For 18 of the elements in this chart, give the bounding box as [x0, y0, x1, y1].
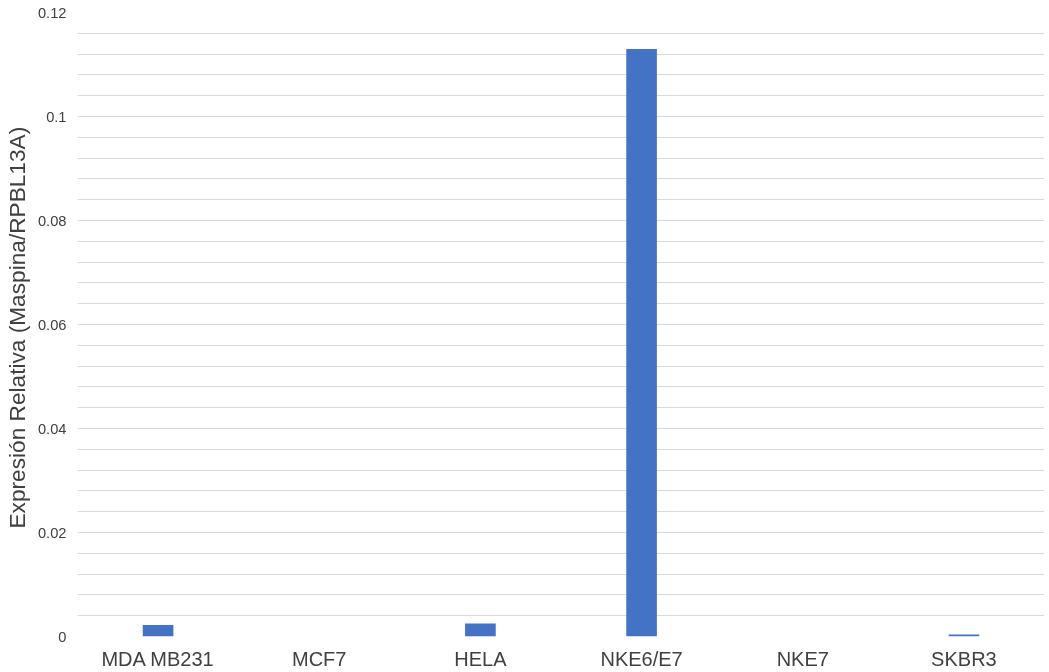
y-tick-label: 0.04 — [37, 420, 67, 437]
y-tick-label: 0.06 — [37, 316, 67, 333]
x-tick-label: NKE7 — [776, 647, 829, 670]
x-tick-label: SKBR3 — [931, 647, 997, 670]
bar — [465, 623, 496, 637]
x-tick-label: MDA MB231 — [101, 647, 214, 670]
bar — [626, 48, 657, 637]
bar — [142, 625, 174, 637]
y-tick-label: 0.08 — [37, 212, 67, 229]
y-tick-label: 0.02 — [37, 524, 67, 541]
y-tick-label: 0 — [58, 628, 67, 645]
x-tick-label: HELA — [454, 647, 508, 670]
y-axis-title: Expresión Relativa (Maspina/RPBL13A) — [3, 126, 30, 529]
y-tick-label: 0.12 — [37, 4, 67, 21]
y-tick-label: 0.1 — [46, 108, 67, 125]
x-tick-label: NKE6/E7 — [600, 647, 683, 670]
x-tick-label: MCF7 — [292, 647, 347, 670]
bar — [948, 634, 980, 637]
